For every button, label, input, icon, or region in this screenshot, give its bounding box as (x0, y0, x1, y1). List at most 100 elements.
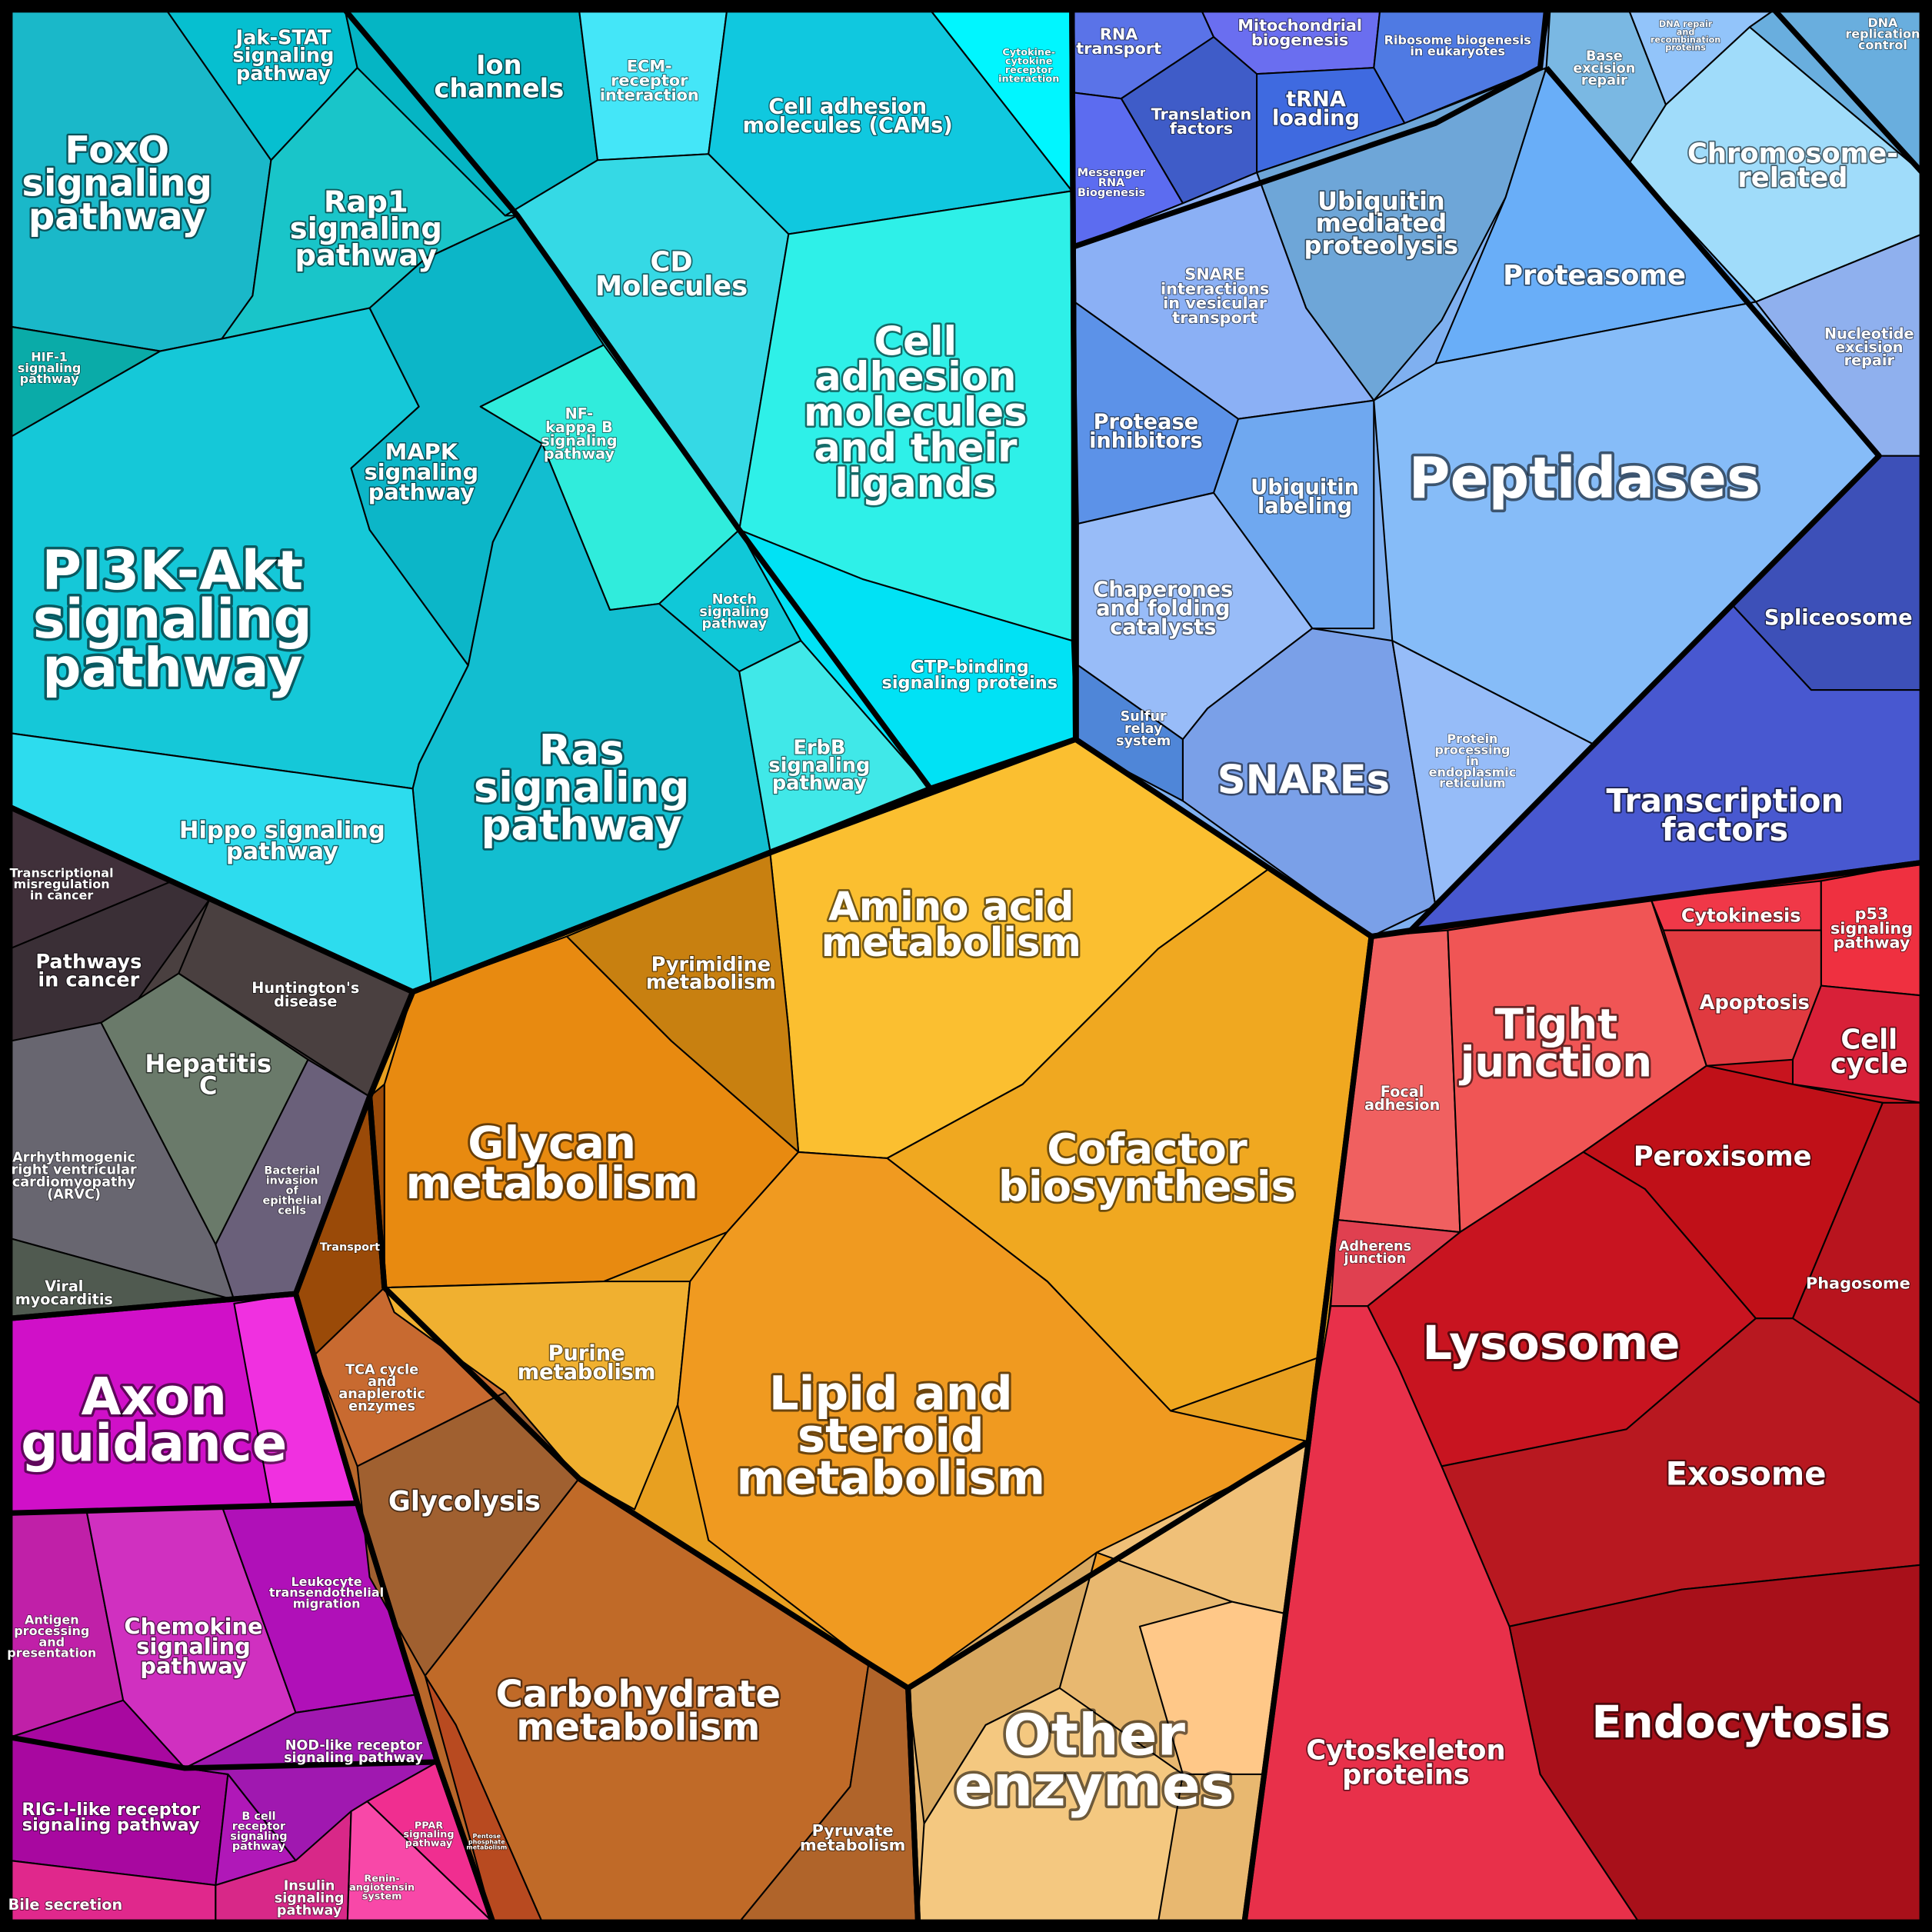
label-notch: Notch signaling pathway (699, 592, 769, 632)
label-nucleotide: Nucleotide excision repair (1824, 325, 1914, 370)
label-cd-molecules: CD Molecules (595, 246, 748, 302)
label-axon: Axon guidance (21, 1367, 287, 1474)
label-peptidases: Peptidases (1409, 446, 1760, 511)
label-tca: TCA cycle and anaplerotic enzymes (338, 1362, 425, 1414)
label-ion-channels: Ion channels (434, 50, 564, 103)
label-cytokine: Cytokine-cytokine receptor interaction (998, 47, 1059, 85)
cell-snares[interactable] (1181, 627, 1437, 938)
cell-ubiq-labeling[interactable] (1212, 399, 1375, 630)
label-ecm: ECM-receptor interaction (600, 57, 699, 104)
label-foxo: FoxO signaling pathway (22, 128, 212, 238)
label-amino: Amino acid metabolism (821, 884, 1081, 966)
label-protein-er: Protein processing in endoplasmic reticulum (1429, 731, 1517, 791)
label-bile: Bile secretion (8, 1896, 123, 1914)
label-gtp: GTP-binding signaling proteins (881, 658, 1058, 693)
label-other: Other enzymes (954, 1703, 1234, 1819)
label-adherens: Adherens junction (1339, 1239, 1411, 1267)
organismal-cells (8, 1293, 494, 1924)
label-endocytosis: Endocytosis (1591, 1696, 1890, 1748)
label-rig: RIG-I-like receptor signaling pathway (22, 1800, 200, 1835)
label-protease-inhibitors: Protease inhibitors (1089, 411, 1203, 454)
label-pi3k: PI3K-Akt signaling pathway (33, 539, 312, 700)
label-chromosome: Chromosome-related (1687, 138, 1898, 194)
label-lipid: Lipid and steroid metabolism (736, 1367, 1045, 1506)
label-chaperones: Chaperones and folding catalysts (1093, 578, 1233, 639)
other-enzymes-cells (907, 1441, 1310, 1924)
label-tf: Transcription factors (1607, 782, 1844, 848)
cell-purine[interactable] (383, 1281, 691, 1511)
label-hippo: Hippo signaling pathway (179, 817, 385, 864)
genetic-cells (1071, 8, 1924, 938)
label-carbohydrate: Carbohydrate metabolism (496, 1673, 781, 1749)
labels: FoxO signaling pathway Jak-STAT signaling pa… (6, 15, 1920, 1919)
label-chemokine: Chemokine signaling pathway (124, 1613, 262, 1679)
carbohydrate-cells (295, 1083, 919, 1924)
label-nod: NOD-like receptor signaling pathway (284, 1738, 424, 1766)
label-apoptosis: Apoptosis (1700, 991, 1810, 1014)
label-pyruvate: Pyruvate metabolism (800, 1821, 905, 1854)
label-mrna: Messenger RNA Biogenesis (1078, 167, 1146, 199)
label-leukocyte: Leukocyte transendothelial migration (269, 1574, 384, 1611)
label-ppar: PPAR signaling pathway (404, 1820, 455, 1849)
label-pathways-cancer: Pathways in cancer (35, 951, 142, 991)
label-phagosome: Phagosome (1806, 1274, 1910, 1293)
label-dna-repair: DNA repair and recombination proteins (1651, 19, 1720, 52)
label-cam-ligands: Cell adhesion molecules and their ligands (804, 318, 1028, 507)
label-sulfur: Sulfur relay system (1116, 709, 1171, 749)
label-ras: Ras signaling pathway (474, 724, 690, 849)
metabolism-cells (383, 738, 1373, 1689)
label-cofactor: Cofactor biosynthesis (998, 1124, 1296, 1211)
label-bcell: B cell receptor signaling pathway (230, 1810, 287, 1853)
label-renin: Renin-angiotensin system (349, 1873, 415, 1902)
label-transport: Transport (320, 1241, 380, 1254)
label-erbb: ErbB signaling pathway (768, 736, 870, 794)
label-cams: Cell adhesion molecules (CAMs) (743, 95, 953, 138)
label-translation: Translation factors (1151, 105, 1252, 138)
label-p53: p53 signaling pathway (1830, 904, 1913, 951)
label-dna-replication: DNA replication control (1845, 15, 1920, 52)
label-hif1: HIF-1 signaling pathway (18, 349, 82, 386)
label-ubiq-labeling: Ubiquitin labeling (1251, 475, 1359, 518)
label-peroxisome: Peroxisome (1634, 1141, 1812, 1173)
label-spliceosome: Spliceosome (1764, 606, 1913, 630)
label-tight: Tight junction (1459, 1000, 1652, 1087)
label-arvc: Arrhythmogenic right ventricular cardiomyo… (12, 1151, 137, 1203)
label-lysosome: Lysosome (1422, 1316, 1680, 1371)
label-rap1: Rap1 signaling pathway (290, 185, 442, 273)
label-transcriptional-misreg: Transcriptional misregulation in cancer (10, 866, 114, 903)
label-glycan: Glycan metabolism (405, 1117, 698, 1209)
label-hepatitis: Hepatitis C (145, 1049, 271, 1101)
label-cytoskeleton: Cytoskeleton proteins (1306, 1735, 1505, 1791)
label-base-excision: Base excision repair (1573, 49, 1635, 89)
cell-proteasome[interactable] (1434, 67, 1757, 365)
label-pyrimidine: Pyrimidine metabolism (646, 953, 776, 994)
label-cytokinesis: Cytokinesis (1681, 904, 1801, 926)
label-proteasome: Proteasome (1503, 260, 1686, 291)
label-insulin: Insulin signaling pathway (275, 1879, 345, 1919)
label-snare-interactions: SNARE interactions in vesicular transport (1161, 265, 1269, 327)
label-trna: tRNA loading (1272, 88, 1360, 131)
label-ubiq-mediated: Ubiquitin mediated proteolysis (1304, 186, 1459, 260)
label-exosome: Exosome (1666, 1454, 1827, 1492)
group-borders (7, 7, 1925, 1925)
signaling-cells (8, 8, 1077, 993)
label-antigen: Antigen processing and presentation (7, 1612, 96, 1660)
label-viral: Viral myocarditis (15, 1277, 113, 1308)
label-jakstat: Jak-STAT signaling pathway (232, 27, 334, 85)
label-huntington: Huntington's disease (251, 979, 359, 1010)
label-pentose: Pentose phosphate metabolism (466, 1833, 507, 1850)
label-cellcycle: Cell cycle (1830, 1024, 1908, 1080)
label-bacterial: Bacterial invasion of epithelial cells (262, 1165, 321, 1217)
label-mapk: MAPK signaling pathway (365, 439, 479, 505)
label-snares: SNAREs (1217, 758, 1390, 804)
label-purine: Purine metabolism (518, 1342, 656, 1385)
cell-cellcycle[interactable] (1791, 984, 1924, 1104)
label-ribosome: Ribosome biogenesis in eukaryotes (1384, 33, 1531, 58)
label-glycolysis: Glycolysis (388, 1486, 541, 1517)
label-mito: Mitochondrial biogenesis (1237, 16, 1362, 49)
label-focal: Focal adhesion (1364, 1083, 1440, 1114)
label-rna-transport: RNA transport (1076, 25, 1161, 58)
cellular-cells (1244, 861, 1924, 1924)
